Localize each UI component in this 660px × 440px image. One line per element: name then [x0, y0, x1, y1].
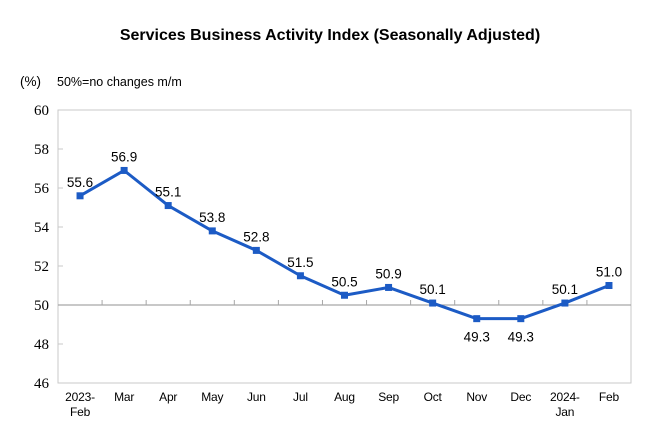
data-point-label: 50.9: [375, 266, 401, 281]
x-axis-tick-label: Jan: [556, 405, 575, 419]
data-point-label: 49.3: [464, 330, 490, 345]
x-axis-tick-label: Jun: [247, 390, 266, 404]
x-axis-tick-label: Dec: [510, 390, 531, 404]
x-axis-tick-label: Aug: [334, 390, 355, 404]
data-point-label: 55.1: [155, 185, 181, 200]
data-point-marker: [605, 282, 613, 289]
x-axis-tick-label: Oct: [424, 390, 443, 404]
data-point-marker: [385, 283, 393, 291]
y-axis-tick-label: 50: [34, 298, 49, 314]
y-axis-unit-label: (%): [20, 74, 41, 89]
x-axis-tick-label: Mar: [114, 390, 134, 404]
plot-area-border: [57, 109, 632, 384]
chart-title: Services Business Activity Index (Season…: [119, 27, 541, 44]
data-point-marker: [252, 246, 260, 254]
y-axis-tick-label: 54: [34, 220, 50, 236]
data-point-marker: [120, 166, 128, 174]
data-point-label: 51.5: [287, 255, 313, 270]
data-point-marker: [76, 192, 84, 200]
data-point-marker: [473, 315, 481, 323]
y-axis-tick-label: 60: [34, 103, 49, 119]
x-axis-tick-label: Feb: [70, 405, 91, 419]
data-point-label: 52.8: [243, 229, 269, 244]
y-axis-tick-label: 56: [34, 181, 50, 197]
data-point-label: 50.5: [331, 274, 357, 289]
data-point-marker: [429, 299, 437, 307]
x-axis-tick-label: May: [201, 390, 223, 404]
x-axis-tick-label: Jul: [293, 390, 308, 404]
data-point-label: 50.1: [420, 282, 446, 297]
data-point-marker: [296, 272, 304, 280]
data-point-marker: [561, 299, 569, 307]
data-point-label: 49.3: [508, 330, 534, 345]
x-axis-tick-label: Apr: [159, 390, 177, 404]
data-point-label: 56.9: [111, 149, 137, 164]
data-point-label: 55.6: [67, 175, 93, 190]
data-point-label: 53.8: [199, 210, 225, 225]
data-point-marker: [208, 227, 216, 235]
chart-note: 50%=no changes m/m: [57, 75, 182, 89]
y-axis-tick-label: 52: [34, 259, 49, 275]
y-axis-tick-label: 58: [34, 142, 49, 158]
data-point-marker: [341, 291, 348, 299]
x-axis-tick-label: 2024-: [550, 390, 580, 404]
data-point-label: 50.1: [552, 282, 578, 297]
y-axis-tick-label: 46: [34, 376, 50, 392]
x-axis-tick-label: Nov: [466, 390, 487, 404]
data-point-marker: [517, 315, 525, 323]
x-axis-tick-label: 2023-: [65, 390, 95, 404]
chart-subtitle-row: (%) 50%=no changes m/m: [20, 74, 182, 89]
x-axis-tick-label: Feb: [599, 390, 620, 404]
y-axis-tick-label: 48: [34, 337, 49, 353]
data-point-label: 51.0: [596, 265, 622, 280]
x-axis-tick-label: Sep: [378, 390, 399, 404]
data-point-marker: [164, 202, 172, 210]
